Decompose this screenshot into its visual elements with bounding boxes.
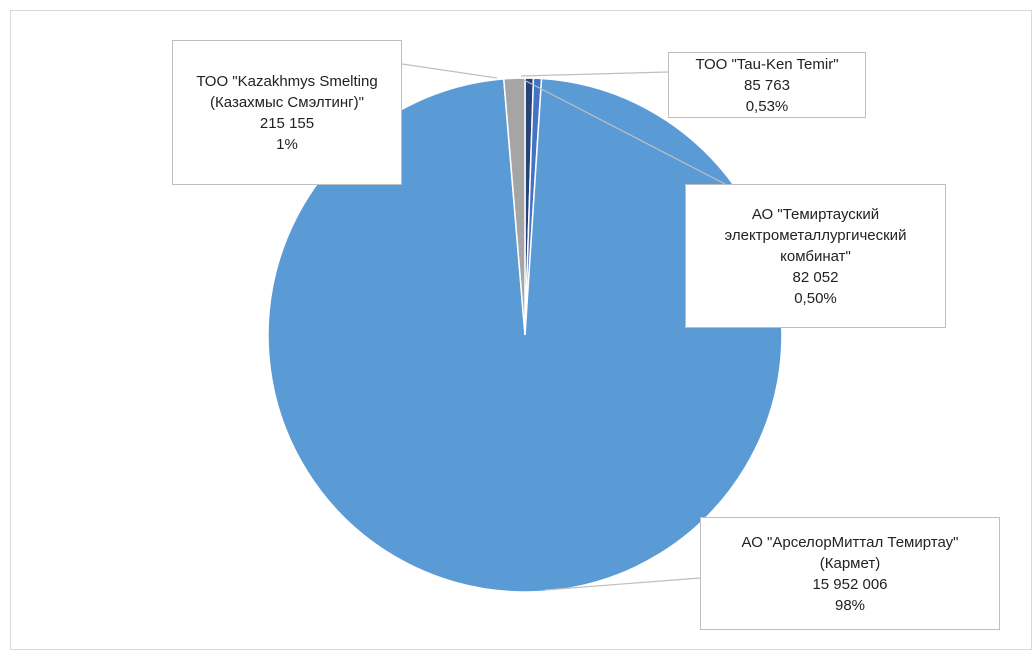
label-percentage: 0,53% [745,97,789,115]
data-label: ТОО "Tau-Ken Temir" 85 763 0,53% [668,52,866,118]
label-category: ТОО "Tau-Ken Temir" [695,55,839,73]
label-value: 85 763 [744,76,790,94]
data-label: АО "АрселорМиттал Темиртау" (Кармет) 15 9… [700,517,1000,630]
label-value: 215 155 [259,114,315,132]
label-percentage: 0,50% [794,289,837,307]
label-category: ТОО "Kazakhmys Smelting (Казахмыс Смэлти… [196,72,378,111]
label-percentage: 1% [276,135,298,153]
label-category: АО "Темиртауский электрометаллургический… [724,205,907,265]
data-label: АО "Темиртауский электрометаллургический… [685,184,946,328]
pie-slice [502,77,526,336]
label-value: 15 952 006 [812,575,888,593]
leader-line [520,71,669,77]
leader-line [544,577,701,591]
data-label: ТОО "Kazakhmys Smelting (Казахмыс Смэлти… [172,40,402,185]
label-value: 82 052 [792,268,839,286]
leader-line [523,79,726,185]
label-category: АО "АрселорМиттал Темиртау" (Кармет) [741,533,959,572]
label-percentage: 98% [834,596,866,614]
leader-line [401,63,498,79]
